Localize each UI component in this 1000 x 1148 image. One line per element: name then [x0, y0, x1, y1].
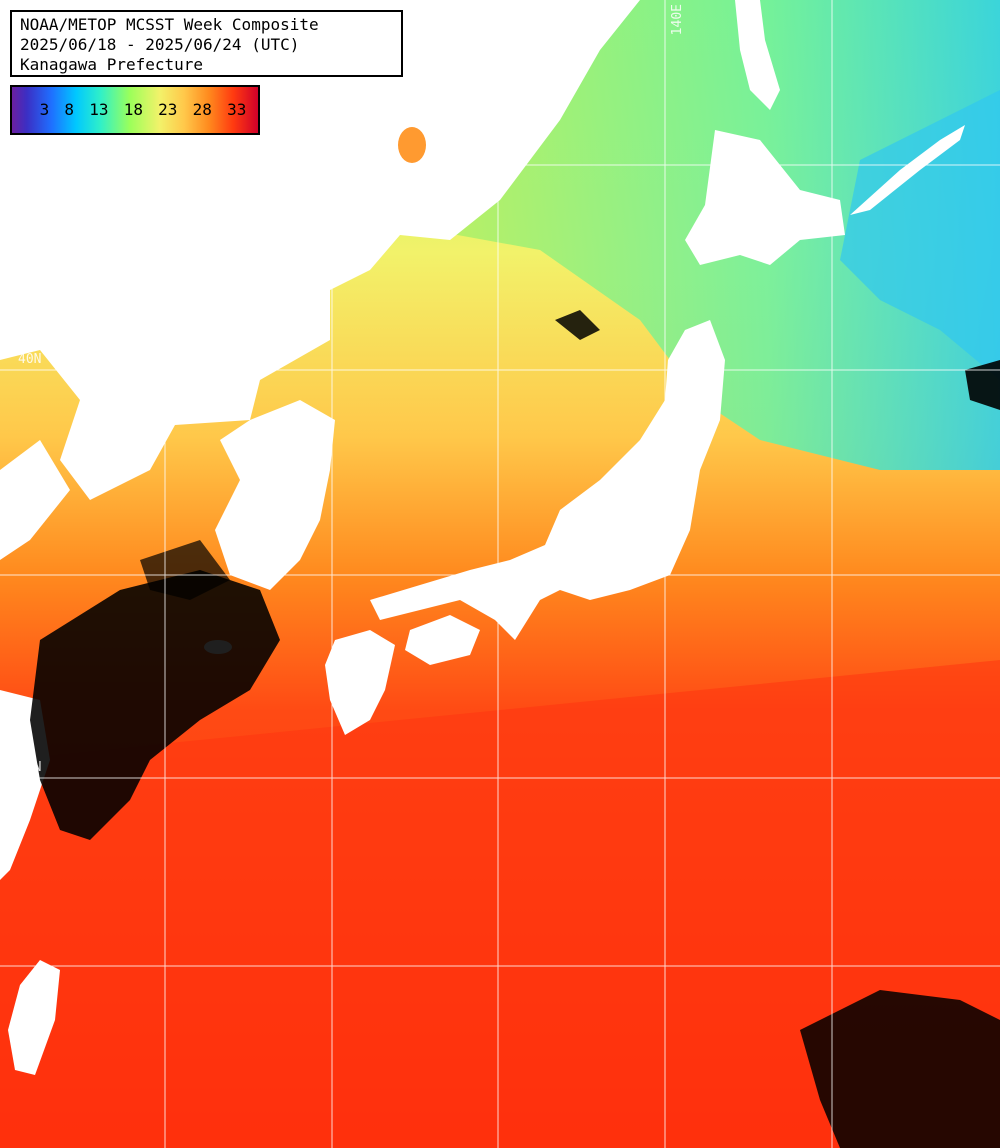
land-honshu [370, 320, 725, 640]
legend-label: 13 [89, 100, 109, 119]
land-korea [215, 400, 335, 590]
land-hokkaido [685, 130, 845, 265]
northeast-cold-water [840, 90, 1000, 380]
land-kyushu [325, 630, 395, 735]
cloud-southeast [800, 990, 1000, 1148]
land-shikoku [405, 615, 480, 665]
legend-label: 28 [192, 100, 212, 119]
cloud-northeast [965, 360, 1000, 410]
title-box: NOAA/METOP MCSST Week Composite 2025/06/… [10, 10, 403, 77]
land-taiwan [8, 960, 60, 1075]
title-line-product: NOAA/METOP MCSST Week Composite [20, 15, 319, 34]
temperature-legend: 3 8 13 18 23 28 33 [10, 85, 260, 135]
land-sakhalin [735, 0, 780, 110]
legend-label: 8 [64, 100, 75, 119]
cloud-east-china-sea [30, 570, 280, 840]
legend-label: 3 [39, 100, 50, 119]
title-line-date-range: 2025/06/18 - 2025/06/24 (UTC) [20, 35, 300, 54]
lon-label-140e: 140E [670, 4, 685, 36]
legend-color-bar [12, 87, 258, 133]
cloud-yellow-sea [140, 540, 230, 600]
legend-label: 23 [158, 100, 178, 119]
lat-label-30n: 30N [18, 760, 42, 775]
legend-labels: 3 8 13 18 23 28 33 [12, 100, 258, 119]
legend-label: 33 [227, 100, 247, 119]
title-line-region: Kanagawa Prefecture [20, 55, 204, 74]
legend-label: 18 [123, 100, 143, 119]
land-china-coast [0, 440, 70, 560]
land-oki [398, 127, 426, 163]
land-kurils [850, 125, 965, 215]
cloud-sea-of-japan [555, 310, 600, 340]
lat-label-40n: 40N [18, 352, 42, 367]
southern-warm-water [0, 660, 1000, 1148]
